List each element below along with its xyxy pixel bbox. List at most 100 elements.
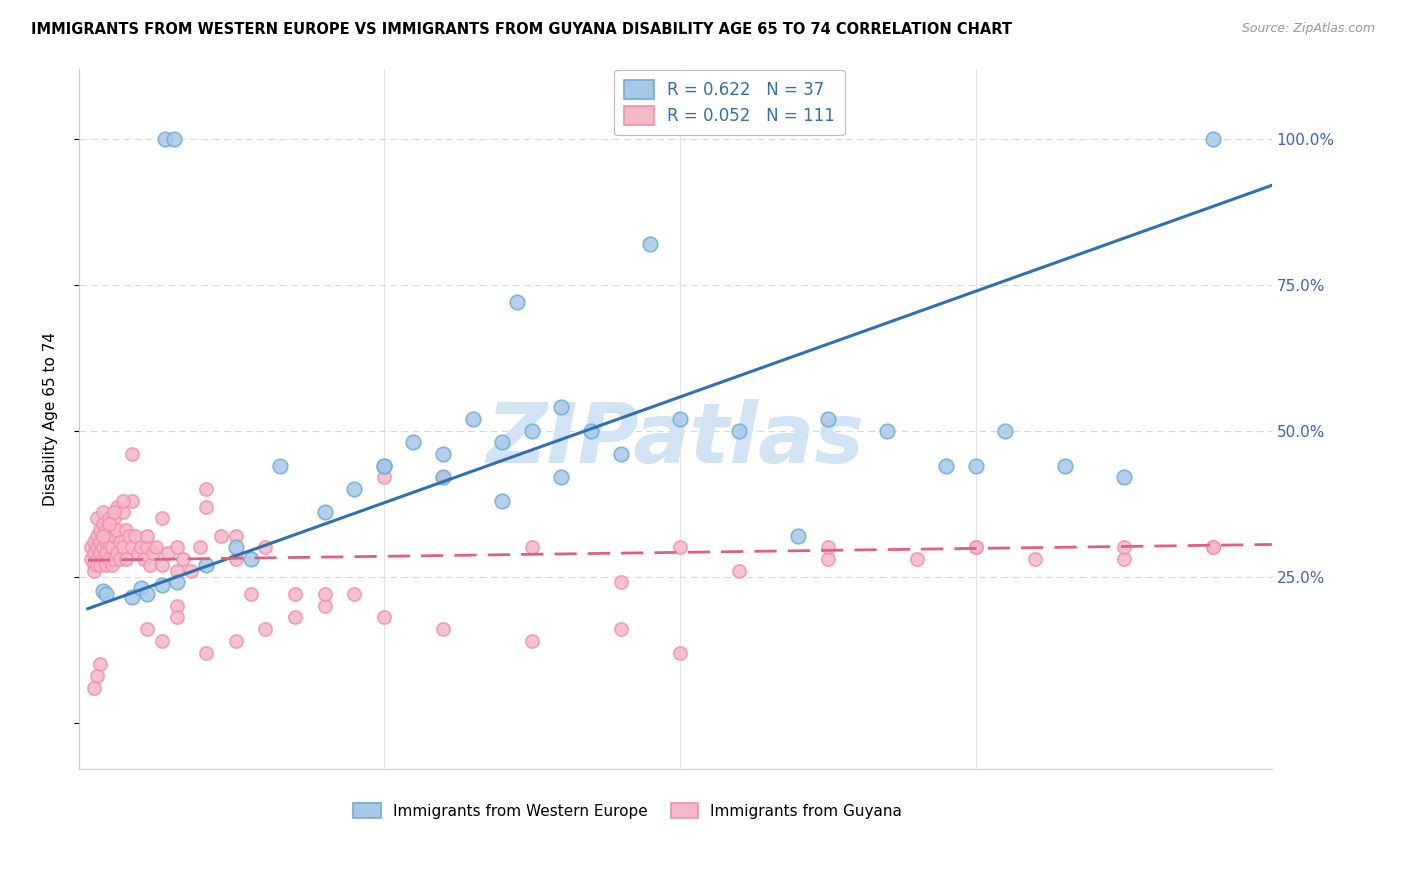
Point xyxy=(129,581,152,595)
Point xyxy=(1112,541,1135,555)
Point xyxy=(787,529,810,543)
Point xyxy=(94,534,117,549)
Point xyxy=(520,541,543,555)
Point xyxy=(86,529,108,543)
Point xyxy=(373,458,395,473)
Point xyxy=(97,552,120,566)
Point xyxy=(107,546,129,560)
Point xyxy=(209,529,232,543)
Point xyxy=(669,412,692,426)
Point xyxy=(965,541,987,555)
Point xyxy=(86,552,108,566)
Point xyxy=(80,541,103,555)
Point xyxy=(609,622,631,636)
Point xyxy=(239,552,262,566)
Point xyxy=(935,458,957,473)
Point xyxy=(89,534,111,549)
Point xyxy=(1202,131,1225,145)
Point xyxy=(115,552,138,566)
Point xyxy=(115,523,138,537)
Point xyxy=(166,599,188,613)
Point xyxy=(150,578,173,592)
Point xyxy=(110,534,132,549)
Point xyxy=(94,546,117,560)
Point xyxy=(150,558,173,572)
Point xyxy=(432,622,454,636)
Point xyxy=(239,587,262,601)
Point xyxy=(994,424,1017,438)
Point xyxy=(121,590,143,604)
Point xyxy=(225,541,247,555)
Point xyxy=(91,552,114,566)
Point xyxy=(139,558,162,572)
Point xyxy=(491,435,513,450)
Point xyxy=(107,500,129,514)
Point xyxy=(166,610,188,624)
Point xyxy=(83,558,105,572)
Point xyxy=(89,523,111,537)
Point xyxy=(94,558,117,572)
Point xyxy=(100,541,122,555)
Point xyxy=(314,505,336,519)
Point xyxy=(373,458,395,473)
Point xyxy=(188,541,211,555)
Point xyxy=(91,584,114,599)
Point xyxy=(550,470,572,484)
Point xyxy=(343,587,366,601)
Point xyxy=(121,447,143,461)
Point xyxy=(166,564,188,578)
Point xyxy=(520,633,543,648)
Point xyxy=(638,236,661,251)
Point xyxy=(225,633,247,648)
Point xyxy=(284,610,307,624)
Point xyxy=(150,633,173,648)
Point xyxy=(284,587,307,601)
Point xyxy=(254,541,277,555)
Point xyxy=(965,541,987,555)
Point xyxy=(373,470,395,484)
Point xyxy=(728,564,751,578)
Point xyxy=(86,558,108,572)
Point xyxy=(432,470,454,484)
Point xyxy=(100,558,122,572)
Point xyxy=(163,131,186,145)
Point xyxy=(905,552,928,566)
Point xyxy=(965,458,987,473)
Point xyxy=(129,541,152,555)
Point xyxy=(136,541,159,555)
Point xyxy=(91,541,114,555)
Point xyxy=(91,505,114,519)
Point xyxy=(103,552,125,566)
Point xyxy=(86,541,108,555)
Point xyxy=(402,435,425,450)
Point xyxy=(314,587,336,601)
Point xyxy=(669,541,692,555)
Point xyxy=(97,534,120,549)
Point xyxy=(491,493,513,508)
Point xyxy=(669,646,692,660)
Point xyxy=(86,511,108,525)
Point xyxy=(269,458,291,473)
Point xyxy=(97,511,120,525)
Point xyxy=(728,424,751,438)
Point xyxy=(432,470,454,484)
Point xyxy=(432,447,454,461)
Point xyxy=(91,516,114,531)
Legend: Immigrants from Western Europe, Immigrants from Guyana: Immigrants from Western Europe, Immigran… xyxy=(347,797,908,825)
Point xyxy=(112,505,135,519)
Point xyxy=(153,131,176,145)
Point xyxy=(172,552,194,566)
Point xyxy=(550,401,572,415)
Point xyxy=(166,575,188,590)
Point xyxy=(91,529,114,543)
Point xyxy=(80,552,103,566)
Text: Source: ZipAtlas.com: Source: ZipAtlas.com xyxy=(1241,22,1375,36)
Y-axis label: Disability Age 65 to 74: Disability Age 65 to 74 xyxy=(44,332,58,506)
Point xyxy=(1202,541,1225,555)
Point xyxy=(461,412,484,426)
Point xyxy=(89,546,111,560)
Point xyxy=(83,546,105,560)
Point xyxy=(83,534,105,549)
Point xyxy=(373,610,395,624)
Point xyxy=(100,516,122,531)
